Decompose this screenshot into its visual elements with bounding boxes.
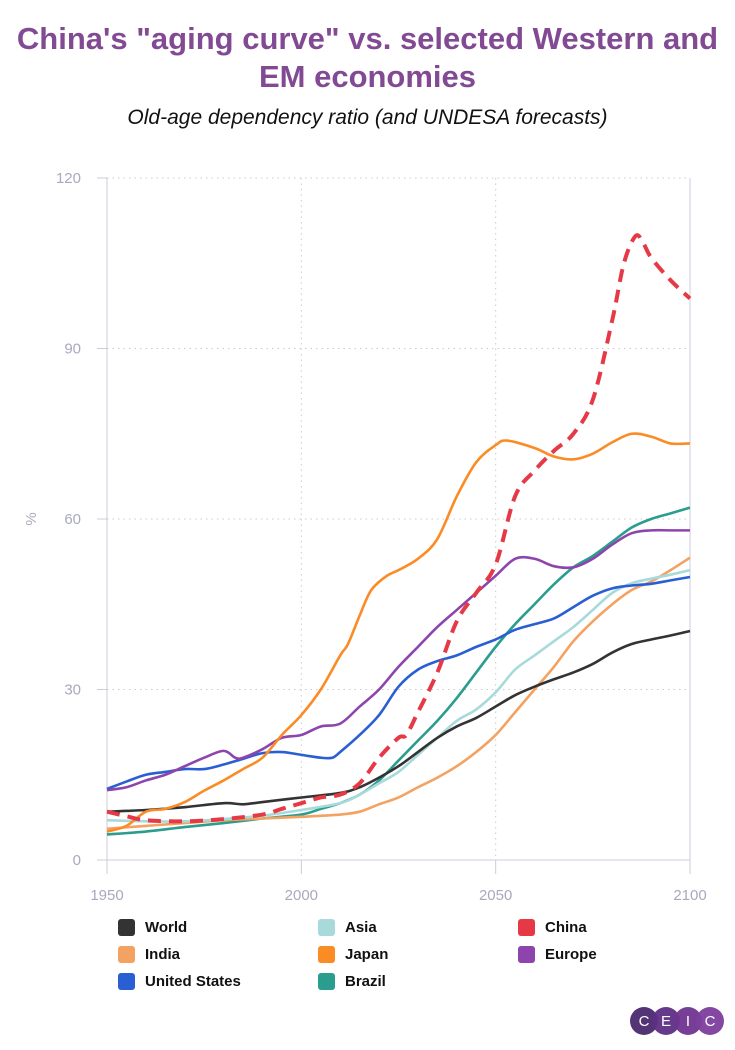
series-line-china: [106, 233, 692, 824]
legend: World Asia China India Japan Europe United Sta…: [118, 918, 678, 991]
series-line-india: [106, 556, 691, 831]
series-line-united-states: [106, 575, 691, 791]
legend-label: China: [545, 919, 587, 936]
legend-item-brazil[interactable]: Brazil: [318, 972, 518, 991]
x-tick-label: 2000: [285, 887, 318, 904]
x-tick-label: 1950: [90, 887, 123, 904]
legend-item-india[interactable]: India: [118, 945, 318, 964]
legend-label: World: [145, 919, 188, 936]
legend-item-europe[interactable]: Europe: [518, 945, 678, 964]
y-tick-label: 60: [64, 511, 81, 528]
legend-swatch: [118, 946, 135, 963]
legend-swatch: [118, 973, 135, 990]
y-tick-label: 90: [64, 341, 81, 358]
chart-title: China's "aging curve" vs. selected Weste…: [16, 21, 719, 94]
legend-item-japan[interactable]: Japan: [318, 945, 518, 964]
series-line-world: [106, 629, 691, 813]
legend-item-china[interactable]: China: [518, 918, 678, 937]
legend-label: Brazil: [345, 973, 386, 990]
series-line-japan: [106, 432, 691, 833]
legend-label: Europe: [545, 946, 597, 963]
legend-swatch: [318, 919, 335, 936]
legend-swatch: [518, 919, 535, 936]
series-line-brazil: [106, 506, 691, 836]
y-axis-label: %: [23, 512, 40, 525]
y-tick-label: 120: [56, 170, 81, 187]
legend-label: India: [145, 946, 181, 963]
legend-label: Asia: [345, 919, 377, 936]
x-tick-label: 2100: [673, 887, 706, 904]
series-line-europe: [106, 528, 690, 792]
x-tick-label: 2050: [479, 887, 512, 904]
legend-swatch: [318, 946, 335, 963]
legend-swatch: [118, 919, 135, 936]
legend-item-world[interactable]: World: [118, 918, 318, 937]
series-line-asia: [106, 568, 691, 823]
legend-label: United States: [145, 973, 241, 990]
line-chart: 0 30 60 90 120 1950 2000 2050 2100%: [23, 170, 707, 904]
legend-item-asia[interactable]: Asia: [318, 918, 518, 937]
y-tick-label: 0: [73, 852, 81, 869]
logo-letter: C: [696, 1007, 724, 1035]
legend-label: Japan: [345, 946, 389, 963]
legend-swatch: [518, 946, 535, 963]
legend-swatch: [318, 973, 335, 990]
chart-subtitle: Old-age dependency ratio (and UNDESA for…: [127, 106, 608, 129]
legend-item-united-states[interactable]: United States: [118, 972, 318, 991]
y-tick-label: 30: [64, 682, 81, 699]
